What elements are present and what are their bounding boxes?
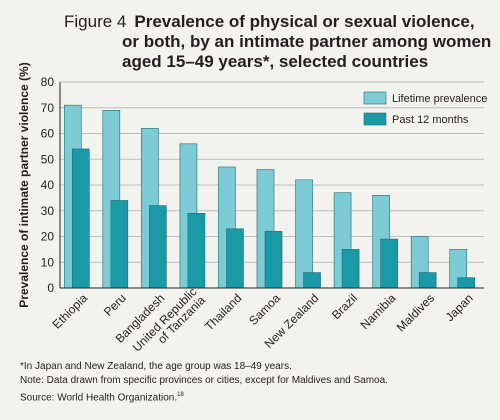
x-tick-label: Samoa [246, 291, 283, 328]
y-tick-label: 40 [41, 178, 55, 192]
y-tick-label: 0 [47, 281, 54, 295]
x-tick-label: Brazil [329, 291, 360, 322]
y-tick-label: 20 [41, 230, 55, 244]
y-tick-label: 50 [41, 152, 55, 166]
y-tick-label: 70 [41, 101, 55, 115]
bar-past-12-months [341, 249, 360, 289]
bar-past-12-months [71, 148, 90, 289]
y-tick-label: 60 [41, 127, 55, 141]
bar-past-12-months [149, 205, 167, 289]
bar-past-12-months [110, 200, 129, 289]
bar-past-12-months [457, 277, 476, 289]
bar-past-12-months [264, 231, 283, 289]
bar-past-12-months [303, 272, 321, 289]
note-source: Source: World Health Organization.18 [20, 388, 490, 405]
legend-swatch [363, 112, 387, 126]
bar-chart: 0 10 20 30 40 50 60 70 80 Prevalence of intimate … [17, 62, 487, 354]
source-text: Source: World Health Organization. [20, 392, 178, 404]
chart-notes: *In Japan and New Zealand, the age group… [20, 360, 490, 405]
legend-label: Past 12 months [392, 114, 469, 126]
y-axis-label: Prevalence of intimate partner violence … [17, 62, 31, 307]
y-tick-label: 10 [41, 255, 55, 269]
x-tick-label: Japan [443, 291, 476, 324]
x-tick-label: Peru [101, 291, 129, 319]
chart-title: Prevalence of physical or sexual violenc… [122, 12, 492, 71]
chart-title-block: Figure 4 Prevalence of physical or sexua… [64, 12, 494, 72]
x-tick-label: Namibia [358, 291, 399, 332]
bar-past-12-months [418, 272, 437, 289]
note-data-source: Note: Data drawn from specific provinces… [20, 375, 388, 386]
figure-label: Figure 4 [64, 12, 127, 31]
bar-past-12-months [226, 228, 244, 289]
bar-lifetime-prevalence [295, 179, 313, 289]
bar-past-12-months [187, 213, 206, 289]
source-reference: 18 [177, 392, 184, 398]
x-tick-label: Ethiopia [50, 291, 91, 332]
legend-label: Lifetime prevalence [392, 93, 487, 105]
bar-past-12-months [380, 238, 398, 289]
note-age-group: *In Japan and New Zealand, the age group… [20, 361, 292, 372]
x-tick-label: Maldives [394, 291, 437, 334]
y-tick-label: 80 [41, 75, 55, 89]
y-tick-label: 30 [41, 204, 55, 218]
x-tick-label: Thailand [202, 291, 244, 333]
legend-swatch [363, 91, 387, 105]
